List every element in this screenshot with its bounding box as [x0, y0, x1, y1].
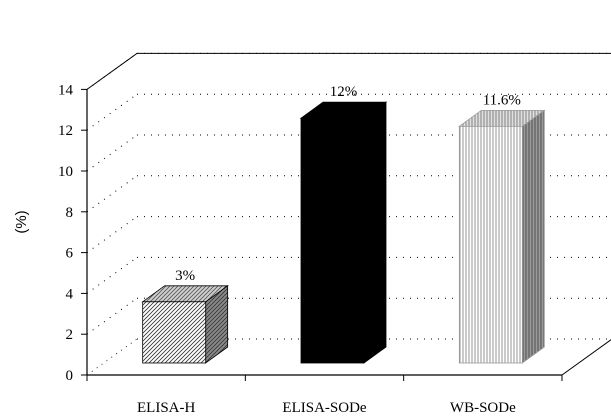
- bar-side-face: [521, 109, 545, 364]
- x-axis-ticks: ELISA-H ELISA-SODe WB-SODe: [86, 375, 563, 416]
- gridline-side: [86, 297, 138, 335]
- y-tick-label: 8: [66, 205, 74, 221]
- y-tick-label: 0: [66, 368, 74, 384]
- bar-elisa-sode: [299, 101, 388, 364]
- chart-walls: [86, 52, 611, 376]
- bar-elisa-h: [141, 285, 229, 364]
- floor-right-edge: [561, 339, 611, 376]
- bar-front-face: [142, 301, 207, 364]
- floor-left-edge: [86, 338, 138, 376]
- y-tick-label: 6: [66, 246, 74, 262]
- gridline-side: [86, 175, 138, 213]
- y-tick-label: 10: [58, 164, 73, 180]
- gridline-side: [86, 93, 138, 131]
- gridline-side: [86, 134, 138, 172]
- y-axis-ticks: 0 2 4 6 8 10 12 14: [58, 82, 87, 384]
- bar-front-face: [300, 117, 365, 364]
- back-wall-edge: [86, 52, 611, 90]
- bar-side-face: [363, 101, 387, 364]
- data-label: 12%: [330, 84, 358, 100]
- y-axis-label: (%): [13, 210, 30, 233]
- data-label: 3%: [175, 268, 195, 284]
- y-tick-label: 4: [66, 286, 74, 302]
- x-tick-label: ELISA-SODe: [282, 400, 366, 416]
- y-tick-label: 12: [58, 123, 73, 139]
- axes: [86, 89, 562, 376]
- gridline-side: [86, 216, 138, 254]
- x-tick-label: ELISA-H: [137, 400, 195, 416]
- y-tick-label: 2: [66, 327, 74, 343]
- gridline-side: [86, 256, 138, 294]
- bars: [141, 101, 546, 364]
- bar-front-face: [458, 125, 523, 364]
- bar-wb-sode: [458, 109, 546, 364]
- data-labels: 3% 12% 11.6%: [175, 84, 521, 284]
- data-label: 11.6%: [483, 92, 521, 108]
- x-tick-label: WB-SODe: [450, 400, 516, 416]
- y-tick-label: 14: [58, 82, 74, 98]
